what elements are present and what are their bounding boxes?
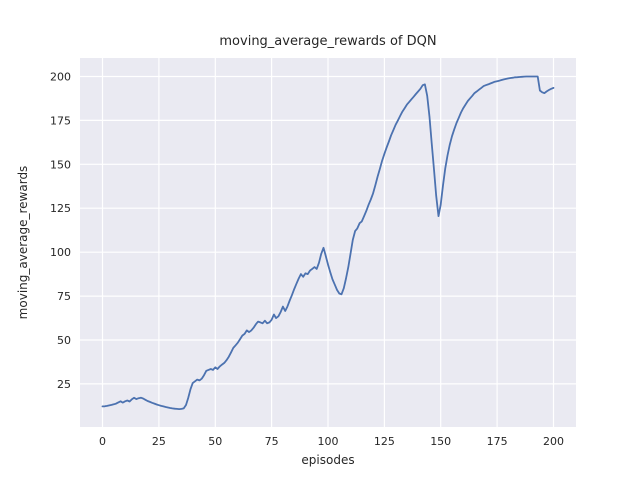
gridlines [80,58,576,427]
x-tick-labels: 0 25 50 75 100 125 150 175 200 [99,435,564,448]
y-tick-label: 125 [50,202,71,215]
x-tick-label: 0 [99,435,106,448]
x-tick-label: 25 [152,435,166,448]
y-tick-label: 75 [57,290,71,303]
y-tick-label: 175 [50,114,71,127]
y-tick-labels: 25 50 75 100 125 150 175 200 [50,71,71,391]
y-tick-label: 200 [50,71,71,84]
x-tick-label: 200 [543,435,564,448]
x-tick-label: 75 [265,435,279,448]
x-tick-label: 100 [318,435,339,448]
chart-title: moving_average_rewards of DQN [219,34,436,49]
series-line [101,75,555,410]
x-tick-label: 150 [430,435,451,448]
x-axis-label: episodes [301,453,354,467]
x-tick-label: 50 [208,435,222,448]
y-tick-label: 100 [50,246,71,259]
y-tick-label: 150 [50,158,71,171]
y-tick-label: 50 [57,334,71,347]
x-tick-label: 125 [374,435,395,448]
x-tick-label: 175 [487,435,508,448]
y-axis-label: moving_average_rewards [16,166,30,320]
data-series [101,75,555,410]
y-tick-label: 25 [57,378,71,391]
